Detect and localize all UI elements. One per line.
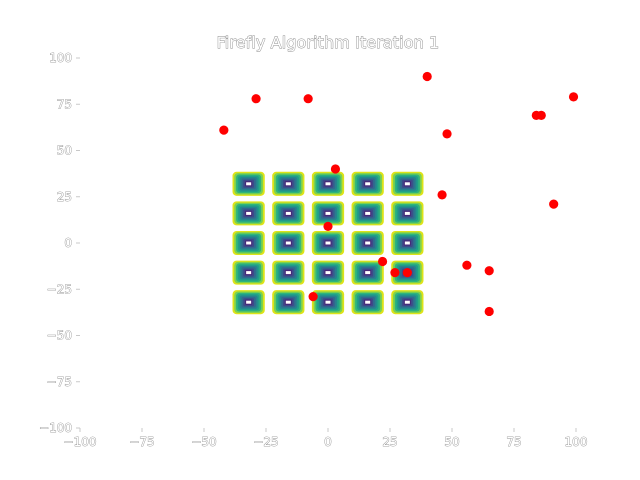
y-axis: −100 −75 −50 −25 0 25 50 75 100 [39,51,80,435]
contour-cell-r4-c3 [351,290,384,315]
firefly-point-3 [330,164,341,174]
contour-cell-r3-c2 [311,260,345,285]
contour-cell-r4-c1 [272,290,305,315]
x-tick-label: 100 [565,435,588,449]
firefly-point-9 [422,71,432,82]
firefly-point-14 [484,306,494,317]
firefly-point-0 [219,125,229,135]
firefly-point-10 [442,129,452,139]
firefly-point-2 [303,94,313,104]
y-tick-label: 50 [57,144,72,158]
contour-cell-r0-c2 [311,171,345,196]
contour-cell-r1-c3 [351,201,384,226]
firefly-point-17 [549,199,559,209]
x-axis: −100 −75 −50 −25 0 25 50 75 100 [63,428,588,449]
contour-cell-r1-c1 [272,201,305,226]
firefly-point-6 [377,256,388,267]
firefly-point-4 [323,221,333,231]
contour-cell-r2-c3 [351,230,384,256]
x-tick-label: 50 [444,435,459,449]
contour-cell-r2-c1 [272,230,305,256]
y-tick-label: −75 [47,375,72,389]
contour-cell-r0-c1 [272,171,305,196]
firefly-point-16 [536,110,546,120]
x-tick-label: 25 [382,435,397,449]
contour-cell-r4-c2 [311,290,345,315]
contour-cell-r2-c2 [311,230,345,256]
y-tick-label: 25 [57,190,72,204]
firefly-point-7 [390,268,400,278]
contour-cell-r1-c0 [232,201,265,226]
firefly-point-18 [568,92,579,102]
points-layer [219,71,579,317]
y-tick-label: 100 [49,51,72,65]
x-tick-label: 75 [506,435,521,449]
x-tick-label: −100 [64,435,97,449]
x-tick-label: −50 [191,435,216,449]
y-tick-label: −100 [39,421,72,435]
x-tick-label: −25 [253,435,278,449]
firefly-point-12 [462,260,472,270]
y-tick-label: 0 [64,236,72,250]
contour-cell-r2-c0 [232,230,265,256]
contour-cell-r4-c0 [232,290,265,315]
firefly-point-8 [402,268,412,278]
contour-cell-r2-c4 [391,230,424,256]
chart-title: Firefly Algorithm Iteration 1 [217,33,440,52]
contour-cell-r3-c1 [272,260,305,285]
contour-cell-r4-c4 [391,290,424,315]
contour-cell-r3-c0 [232,260,265,285]
contour-cell-r1-c2 [311,201,345,226]
firefly-point-1 [251,94,261,104]
y-tick-label: −50 [47,329,72,343]
contour-layer [232,171,424,315]
x-tick-label: 0 [324,435,332,449]
x-tick-label: −75 [129,435,154,449]
firefly-point-5 [308,292,318,302]
contour-cell-r1-c4 [391,201,424,226]
contour-cell-r0-c0 [232,171,265,196]
firefly-point-11 [437,190,447,200]
firefly-point-13 [484,266,494,276]
contour-cell-r3-c3 [351,260,384,285]
contour-cell-r0-c3 [351,171,384,196]
y-tick-label: 75 [57,97,72,111]
contour-cell-r0-c4 [391,171,424,196]
y-tick-label: −25 [47,282,72,296]
